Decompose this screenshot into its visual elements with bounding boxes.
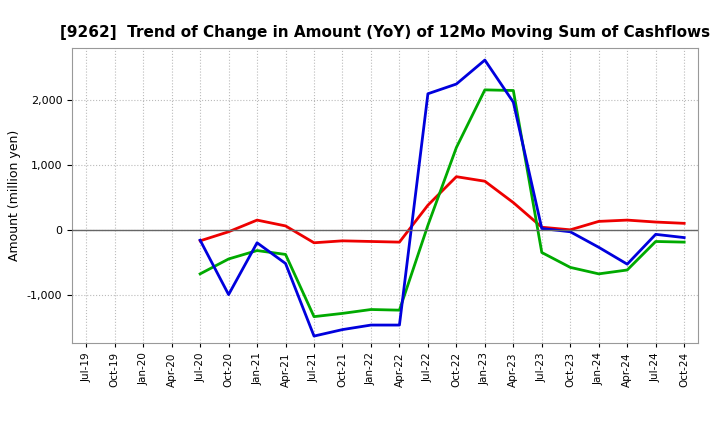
Operating Cashflow — [253, 217, 261, 223]
Free Cashflow — [566, 229, 575, 235]
Investing Cashflow — [480, 87, 489, 92]
Operating Cashflow — [423, 202, 432, 208]
Line: Operating Cashflow: Operating Cashflow — [200, 177, 684, 243]
Operating Cashflow — [282, 223, 290, 228]
Operating Cashflow — [480, 179, 489, 184]
Operating Cashflow — [338, 238, 347, 243]
Operating Cashflow — [366, 239, 375, 244]
Operating Cashflow — [452, 174, 461, 180]
Free Cashflow — [509, 99, 518, 105]
Line: Investing Cashflow: Investing Cashflow — [200, 90, 684, 317]
Free Cashflow — [452, 81, 461, 87]
Investing Cashflow — [282, 252, 290, 257]
Title: [9262]  Trend of Change in Amount (YoY) of 12Mo Moving Sum of Cashflows: [9262] Trend of Change in Amount (YoY) o… — [60, 25, 710, 40]
Investing Cashflow — [652, 239, 660, 244]
Investing Cashflow — [395, 308, 404, 313]
Y-axis label: Amount (million yen): Amount (million yen) — [8, 130, 21, 261]
Free Cashflow — [680, 235, 688, 240]
Investing Cashflow — [509, 88, 518, 93]
Line: Free Cashflow: Free Cashflow — [200, 60, 684, 336]
Operating Cashflow — [680, 221, 688, 226]
Investing Cashflow — [623, 268, 631, 273]
Operating Cashflow — [566, 227, 575, 232]
Investing Cashflow — [310, 314, 318, 319]
Investing Cashflow — [253, 248, 261, 253]
Investing Cashflow — [595, 271, 603, 276]
Investing Cashflow — [680, 239, 688, 245]
Investing Cashflow — [225, 257, 233, 262]
Free Cashflow — [225, 292, 233, 297]
Free Cashflow — [652, 232, 660, 237]
Free Cashflow — [310, 334, 318, 339]
Investing Cashflow — [566, 265, 575, 270]
Free Cashflow — [366, 323, 375, 328]
Operating Cashflow — [395, 239, 404, 245]
Free Cashflow — [395, 323, 404, 328]
Investing Cashflow — [423, 223, 432, 228]
Free Cashflow — [253, 240, 261, 246]
Free Cashflow — [196, 238, 204, 243]
Free Cashflow — [480, 58, 489, 63]
Investing Cashflow — [196, 271, 204, 276]
Investing Cashflow — [537, 250, 546, 255]
Operating Cashflow — [509, 200, 518, 205]
Operating Cashflow — [310, 240, 318, 246]
Operating Cashflow — [225, 229, 233, 235]
Operating Cashflow — [652, 220, 660, 225]
Free Cashflow — [423, 91, 432, 96]
Operating Cashflow — [623, 217, 631, 223]
Investing Cashflow — [366, 307, 375, 312]
Operating Cashflow — [537, 224, 546, 230]
Free Cashflow — [282, 261, 290, 266]
Free Cashflow — [595, 245, 603, 250]
Free Cashflow — [338, 327, 347, 332]
Investing Cashflow — [338, 311, 347, 316]
Free Cashflow — [623, 261, 631, 267]
Operating Cashflow — [196, 238, 204, 243]
Investing Cashflow — [452, 145, 461, 150]
Free Cashflow — [537, 226, 546, 231]
Operating Cashflow — [595, 219, 603, 224]
